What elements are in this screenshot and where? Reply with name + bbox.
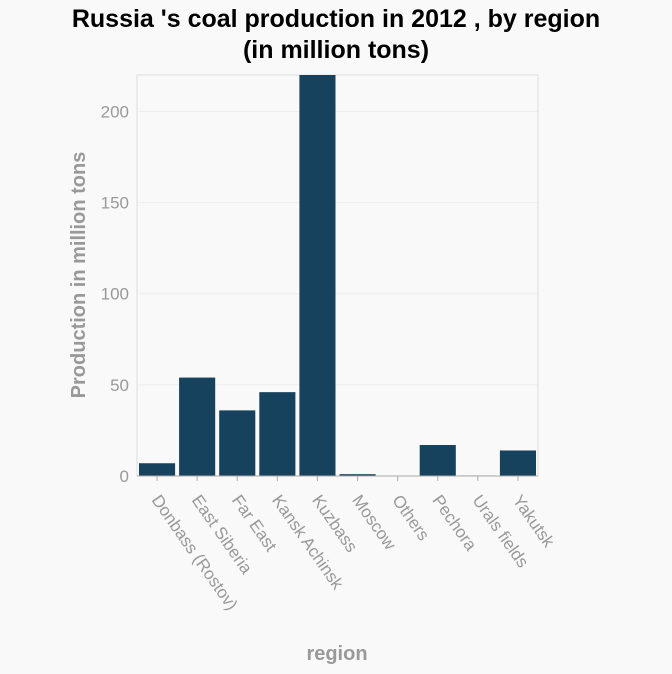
bar [339,474,376,476]
bar [259,392,296,476]
bar [139,463,176,476]
y-ticks: 0 50 100 150 200 [101,102,129,486]
bar [499,450,536,476]
chart-title-line1: Russia 's coal production in 2012 , by r… [71,5,601,33]
chart-title-line2: (in million tons) [242,36,430,64]
chart-title: Russia 's coal production in 2012 , by r… [0,4,672,66]
bars [139,75,536,477]
y-tick-label: 100 [101,285,129,304]
bar [179,377,216,476]
bar [219,410,256,476]
bar [419,445,456,476]
y-tick-label: 50 [110,376,129,395]
y-tick-label: 150 [101,194,129,213]
y-tick-label: 0 [120,467,129,486]
x-axis-title: region [306,643,367,665]
bar [299,75,336,476]
y-tick-label: 200 [101,102,129,121]
gridlines [137,110,538,386]
y-axis-title: Production in million tons [68,152,90,399]
